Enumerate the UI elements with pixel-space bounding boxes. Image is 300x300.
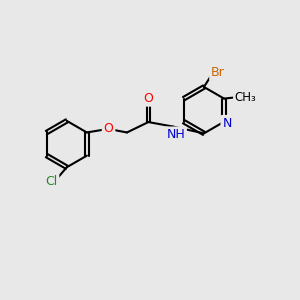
Text: N: N: [222, 117, 232, 130]
Text: NH: NH: [166, 128, 185, 141]
Text: Br: Br: [211, 66, 225, 79]
Text: Cl: Cl: [45, 175, 57, 188]
Text: O: O: [143, 92, 153, 105]
Text: O: O: [103, 122, 113, 135]
Text: CH₃: CH₃: [235, 91, 256, 103]
